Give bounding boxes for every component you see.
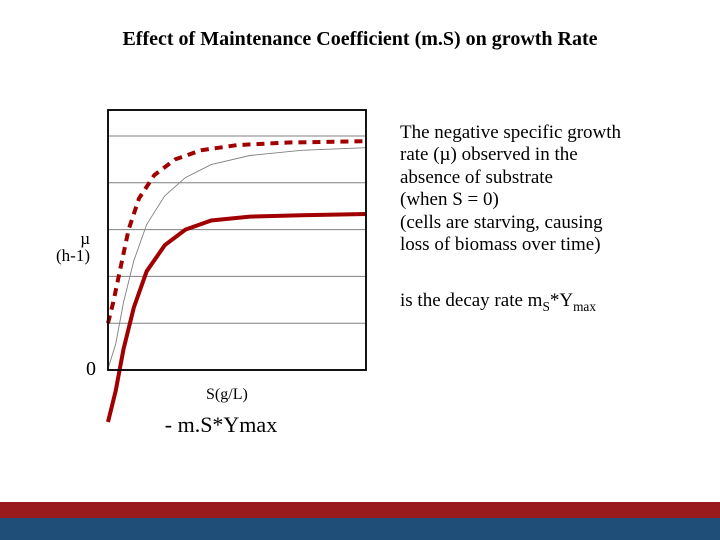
bottom-equation: - m.S*Ymax bbox=[165, 412, 277, 438]
footer-bar-red bbox=[0, 502, 720, 518]
y-axis-label-mu: µ bbox=[80, 229, 90, 248]
slide-title: Effect of Maintenance Coefficient (m.S) … bbox=[0, 28, 720, 51]
y-axis-label: µ (h-1) bbox=[56, 230, 90, 266]
paragraph-1: The negative specific growthrate (µ) obs… bbox=[400, 122, 700, 256]
footer bbox=[0, 502, 720, 540]
body-text: The negative specific growthrate (µ) obs… bbox=[400, 122, 700, 314]
slide: Effect of Maintenance Coefficient (m.S) … bbox=[0, 0, 720, 540]
y-axis-label-unit: (h-1) bbox=[56, 246, 90, 265]
zero-tick: 0 bbox=[86, 358, 96, 381]
footer-bar-blue bbox=[0, 518, 720, 540]
x-axis-label: S(g/L) bbox=[206, 386, 248, 404]
paragraph-2: is the decay rate mS*Ymax bbox=[400, 290, 700, 314]
